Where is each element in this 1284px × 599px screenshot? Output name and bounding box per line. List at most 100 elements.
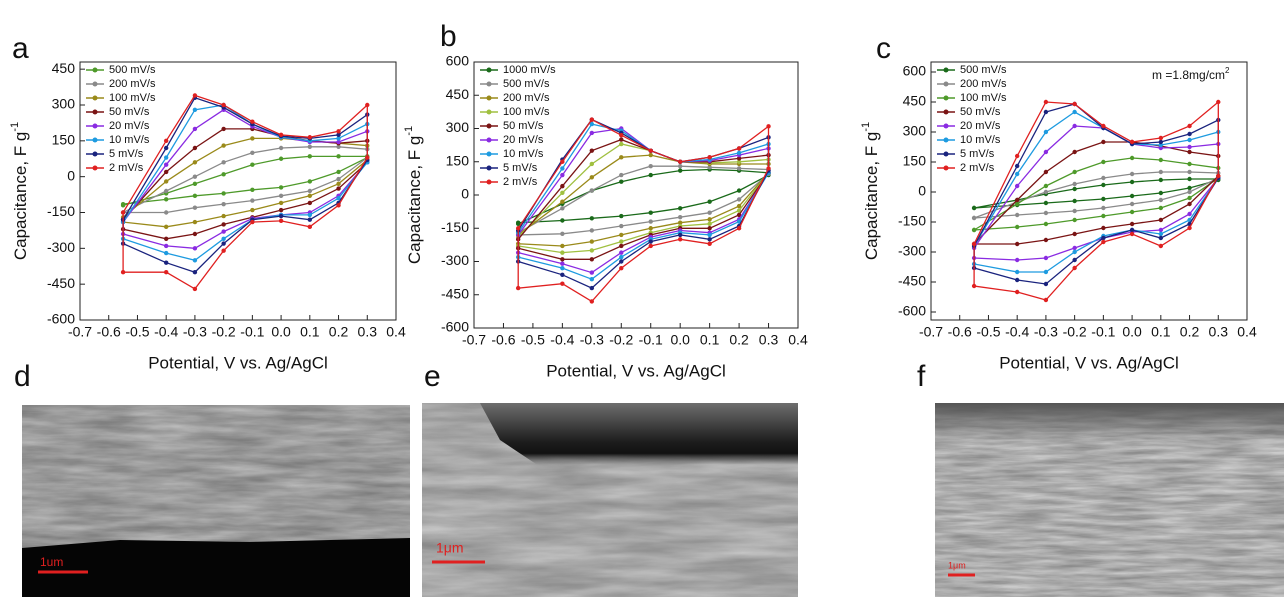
plot-frame bbox=[473, 61, 799, 329]
data-point bbox=[1014, 201, 1020, 207]
legend-marker bbox=[486, 67, 492, 73]
data-point bbox=[163, 197, 169, 202]
data-point bbox=[163, 188, 169, 194]
data-point bbox=[1043, 269, 1049, 275]
x-tick-label: 0.2 bbox=[1180, 324, 1200, 340]
legend-marker bbox=[92, 165, 98, 171]
legend-label: 200 mV/s bbox=[960, 78, 1007, 90]
data-point bbox=[250, 219, 255, 225]
x-tick-label: -0.7 bbox=[68, 324, 92, 340]
y-tick-label: -300 bbox=[441, 252, 469, 268]
data-point bbox=[1187, 137, 1192, 143]
legend-marker bbox=[943, 109, 949, 115]
panel-letter: b bbox=[440, 20, 457, 53]
data-point bbox=[192, 231, 198, 237]
y-tick-label: 150 bbox=[903, 153, 927, 169]
data-point bbox=[221, 172, 226, 177]
data-point bbox=[278, 156, 284, 161]
data-point bbox=[677, 163, 683, 169]
data-point bbox=[278, 145, 284, 151]
y-tick-label: -450 bbox=[441, 285, 469, 301]
data-point bbox=[589, 228, 595, 233]
data-point bbox=[163, 155, 169, 160]
data-point bbox=[192, 193, 198, 198]
data-point bbox=[677, 206, 683, 211]
data-point bbox=[1187, 195, 1192, 201]
data-point bbox=[307, 179, 313, 184]
scale-bar-label: 1μm bbox=[436, 540, 464, 556]
data-point bbox=[560, 218, 565, 223]
data-point bbox=[221, 236, 226, 241]
data-point bbox=[1072, 265, 1077, 271]
data-point bbox=[515, 285, 521, 291]
x-tick-label: -0.6 bbox=[948, 324, 972, 340]
data-point bbox=[278, 185, 284, 190]
legend-label: 1000 mV/s bbox=[503, 64, 556, 76]
data-point bbox=[250, 198, 255, 203]
panel-letter: f bbox=[917, 360, 926, 393]
data-point bbox=[589, 130, 595, 136]
x-tick-label: -0.7 bbox=[919, 324, 943, 340]
data-point bbox=[1187, 201, 1192, 207]
data-point bbox=[307, 193, 313, 198]
data-point bbox=[1187, 169, 1192, 175]
legend-label: 200 mV/s bbox=[109, 78, 156, 90]
legend-marker bbox=[943, 95, 949, 101]
data-point bbox=[221, 102, 226, 108]
data-point bbox=[1187, 185, 1192, 191]
data-point bbox=[1158, 157, 1164, 163]
data-point bbox=[1187, 189, 1192, 195]
data-point bbox=[278, 207, 284, 213]
data-point bbox=[589, 299, 595, 304]
x-tick-label: -0.6 bbox=[491, 332, 515, 348]
data-point bbox=[1043, 210, 1049, 216]
sem-shade bbox=[935, 403, 1284, 597]
y-tick-label: -150 bbox=[898, 213, 926, 229]
sem-image-f bbox=[935, 403, 1284, 597]
data-point bbox=[648, 239, 653, 244]
data-point bbox=[163, 260, 169, 265]
y-axis-title-superscript: -1 bbox=[403, 126, 415, 136]
data-point bbox=[163, 243, 169, 249]
sem-image-d bbox=[22, 405, 410, 597]
data-point bbox=[1072, 208, 1077, 214]
data-point bbox=[560, 281, 565, 286]
data-point bbox=[1014, 171, 1020, 177]
panel-letter: c bbox=[876, 32, 891, 65]
x-tick-label: -0.1 bbox=[639, 332, 663, 348]
data-point bbox=[560, 166, 565, 171]
data-point bbox=[560, 183, 565, 189]
data-point bbox=[192, 258, 198, 263]
data-point bbox=[221, 229, 226, 234]
y-axis-title-text: Capacitance, F g bbox=[405, 136, 424, 265]
data-point bbox=[1187, 176, 1192, 182]
data-point bbox=[560, 190, 565, 195]
data-point bbox=[307, 135, 313, 140]
data-point bbox=[1014, 224, 1020, 230]
legend-marker bbox=[92, 151, 98, 157]
data-point bbox=[648, 219, 653, 224]
plot-area bbox=[971, 99, 1221, 303]
x-tick-label: 0.1 bbox=[300, 324, 320, 340]
data-point bbox=[619, 243, 624, 249]
data-point bbox=[221, 126, 226, 132]
y-axis-title: Capacitance, F g-1 bbox=[9, 122, 31, 260]
data-point bbox=[192, 246, 198, 251]
x-tick-label: 0.0 bbox=[670, 332, 690, 348]
x-tick-label: -0.5 bbox=[976, 324, 1000, 340]
data-point bbox=[619, 254, 624, 260]
y-tick-label: 300 bbox=[903, 123, 927, 139]
data-point bbox=[278, 213, 284, 219]
data-point bbox=[560, 257, 565, 262]
data-point bbox=[1158, 177, 1164, 183]
data-point bbox=[648, 226, 653, 231]
y-tick-label: 0 bbox=[67, 167, 75, 183]
data-point bbox=[163, 236, 169, 241]
data-point bbox=[192, 174, 198, 179]
data-point bbox=[736, 146, 742, 151]
legend-label: 10 mV/s bbox=[960, 134, 1001, 146]
legend-marker bbox=[486, 81, 492, 87]
x-tick-label: -0.7 bbox=[462, 332, 486, 348]
cv-curve bbox=[972, 141, 1219, 245]
data-point bbox=[619, 239, 624, 244]
